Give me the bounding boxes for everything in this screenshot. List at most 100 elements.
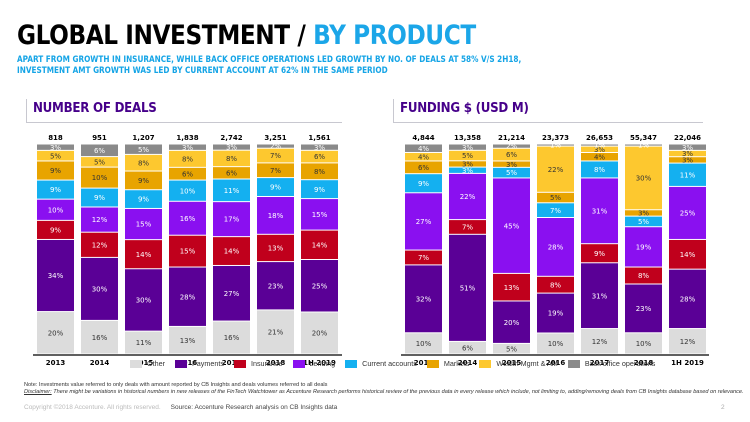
bar-segment: [537, 146, 574, 192]
bar-segment: [81, 188, 118, 207]
total-label: 3,251: [264, 134, 286, 142]
data-label: 2%: [506, 143, 517, 151]
bar-segment: [493, 301, 530, 343]
data-label: 3%: [682, 150, 693, 158]
data-label: 11%: [136, 339, 152, 347]
data-label: 8%: [182, 155, 193, 163]
bar-segment: [625, 284, 662, 333]
legend-label: Current accounts: [362, 359, 417, 368]
bar-segment: [493, 273, 530, 301]
bar-segment: [669, 150, 706, 157]
data-label: 7%: [270, 152, 281, 160]
data-label: 25%: [680, 210, 696, 218]
data-label: 10%: [548, 340, 564, 348]
data-label: 3%: [314, 144, 325, 152]
bar-segment: [669, 186, 706, 239]
legend-item: Payments: [174, 359, 224, 368]
data-label: 45%: [504, 222, 520, 230]
data-label: 9%: [138, 196, 149, 204]
bar-segment: [581, 146, 618, 152]
bar-segment: [493, 161, 530, 167]
data-label: 16%: [180, 215, 196, 223]
total-label: 1,561: [308, 134, 330, 142]
bar-segment: [125, 154, 162, 171]
bar-segment: [169, 201, 206, 235]
bar-segment: [257, 197, 294, 234]
bar-segment: [537, 192, 574, 203]
deals-section-header: NUMBER OF DEALS: [26, 99, 342, 123]
legend-label: Lending: [309, 359, 336, 368]
bar-segment: [405, 174, 442, 193]
data-label: 8%: [594, 166, 605, 174]
bar-segment: [301, 230, 338, 259]
data-label: 4%: [418, 153, 429, 161]
x-tick-label: 1H 2019: [303, 359, 336, 367]
data-label: 31%: [592, 207, 608, 215]
data-label: 6%: [182, 170, 193, 178]
data-label: 8%: [550, 281, 561, 289]
data-label: 10%: [92, 174, 108, 182]
data-label: 5%: [94, 158, 105, 166]
total-label: 13,358: [454, 134, 481, 142]
page-title: GLOBAL INVESTMENT / BY PRODUCT: [17, 20, 476, 51]
footnote: Note: Investments value referred to only…: [24, 382, 744, 396]
legend-label: Markets: [443, 359, 470, 368]
data-label: 28%: [680, 295, 696, 303]
data-label: 6%: [462, 344, 473, 352]
total-label: 951: [92, 134, 107, 142]
bar-segment: [37, 161, 74, 180]
total-label: 26,653: [586, 134, 613, 142]
bar-segment: [37, 312, 74, 354]
data-label: 51%: [460, 284, 476, 292]
data-label: 30%: [136, 297, 152, 305]
data-label: 9%: [50, 227, 61, 235]
bar-segment: [493, 178, 530, 273]
bar-segment: [213, 202, 250, 237]
data-label: 9%: [138, 177, 149, 185]
data-label: 17%: [224, 216, 240, 224]
legend-label: Payments: [191, 359, 224, 368]
bar-segment: [449, 220, 486, 234]
legend-swatch: [479, 359, 492, 368]
data-label: 6%: [226, 169, 237, 177]
bar-segment: [625, 210, 662, 216]
bar-segment: [257, 163, 294, 178]
data-label: 9%: [314, 186, 325, 194]
bar-segment: [301, 180, 338, 199]
bar-segment: [625, 227, 662, 267]
data-label: 3%: [462, 144, 473, 152]
bar-segment: [625, 333, 662, 354]
bar-segment: [537, 218, 574, 276]
bar-segment: [81, 257, 118, 320]
bar-segment: [405, 333, 442, 354]
x-tick-label: 2017: [590, 359, 610, 367]
bar-segment: [625, 216, 662, 227]
x-tick-label: 2014: [90, 359, 110, 367]
data-label: 6%: [314, 153, 325, 161]
legend-item: Current accounts: [345, 359, 417, 368]
bar-segment: [449, 161, 486, 167]
legend-swatch: [233, 359, 246, 368]
legend-label: Wealth Mgmt & AM: [496, 359, 558, 368]
source: Source: Accenture Research analysis on C…: [170, 404, 338, 411]
data-label: 3%: [50, 144, 61, 152]
bar-segment: [669, 329, 706, 354]
data-label: 7%: [270, 167, 281, 175]
data-label: 1%: [638, 142, 649, 150]
page-number: 2: [721, 404, 725, 411]
data-label: 18%: [268, 212, 284, 220]
data-label: 2%: [270, 143, 281, 151]
data-label: 9%: [94, 194, 105, 202]
note-text: Note: Investments value referred to only…: [24, 382, 328, 388]
title-accent: BY PRODUCT: [313, 20, 476, 51]
data-label: 4%: [594, 153, 605, 161]
data-label: 7%: [462, 224, 473, 232]
legend-swatch: [292, 359, 305, 368]
x-tick-label: 2018: [634, 359, 654, 367]
bar-segment: [81, 167, 118, 188]
data-label: 12%: [680, 338, 696, 346]
bar-segment: [405, 250, 442, 265]
bar-segment: [125, 208, 162, 240]
bar-segment: [257, 178, 294, 196]
data-label: 6%: [506, 151, 517, 159]
